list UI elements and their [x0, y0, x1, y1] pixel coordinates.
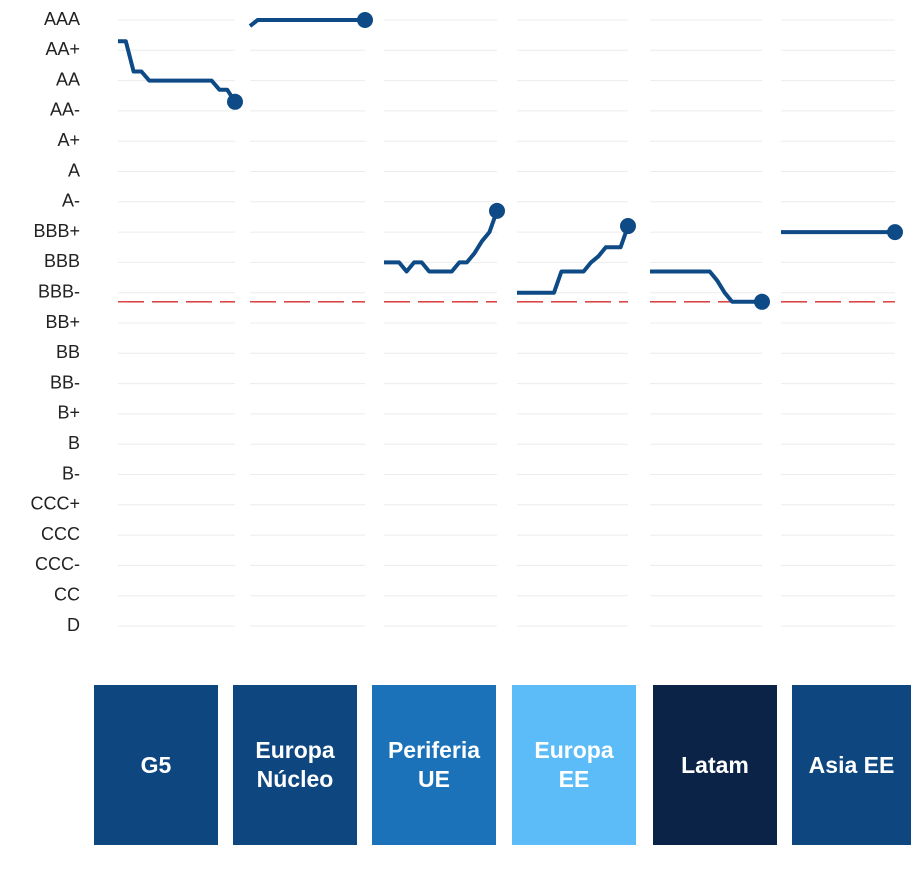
- y-tick-label: AA: [56, 69, 80, 89]
- group-label: Periferia UE: [372, 685, 496, 845]
- y-tick-label: B-: [62, 463, 80, 483]
- group-label: Latam: [653, 685, 777, 845]
- end-point: [227, 93, 243, 110]
- group-label: Asia EE: [792, 685, 911, 845]
- group-label: Europa Núcleo: [233, 685, 357, 845]
- y-tick-label: BB-: [50, 372, 80, 392]
- y-tick-label: B: [68, 433, 80, 453]
- y-tick-label: B+: [57, 403, 80, 423]
- y-tick-label: BBB-: [38, 281, 80, 301]
- end-point: [620, 218, 636, 235]
- y-tick-label: A+: [57, 130, 80, 150]
- end-point: [357, 12, 373, 28]
- group-label: Europa EE: [512, 685, 636, 845]
- y-tick-label: CCC+: [30, 494, 80, 514]
- y-tick-label: BB: [56, 342, 80, 362]
- rating-line: [118, 39, 237, 103]
- y-tick-label: A: [68, 160, 80, 180]
- y-tick-label: BB+: [45, 312, 80, 332]
- y-tick-label: BBB: [44, 251, 80, 271]
- y-tick-label: D: [67, 615, 80, 635]
- y-tick-label: BBB+: [33, 221, 80, 241]
- y-tick-label: CCC-: [35, 554, 80, 574]
- rating-line: [384, 210, 499, 274]
- group-label: G5: [94, 685, 218, 845]
- chart: AAAAA+AAAA-A+AA-BBB+BBBBBB-BB+BBBB-B+BB-…: [30, 9, 903, 635]
- rating-line: [650, 269, 762, 304]
- end-point: [489, 202, 505, 219]
- y-tick-label: CC: [54, 584, 80, 604]
- y-tick-label: A-: [62, 191, 80, 211]
- y-tick-label: CCC: [41, 524, 80, 544]
- end-point: [887, 224, 903, 241]
- y-tick-label: AA-: [50, 100, 80, 120]
- end-point: [754, 293, 770, 310]
- rating-line: [248, 18, 365, 28]
- y-tick-label: AAA: [44, 9, 80, 29]
- y-tick-label: AA+: [45, 39, 80, 59]
- rating-line: [517, 225, 630, 295]
